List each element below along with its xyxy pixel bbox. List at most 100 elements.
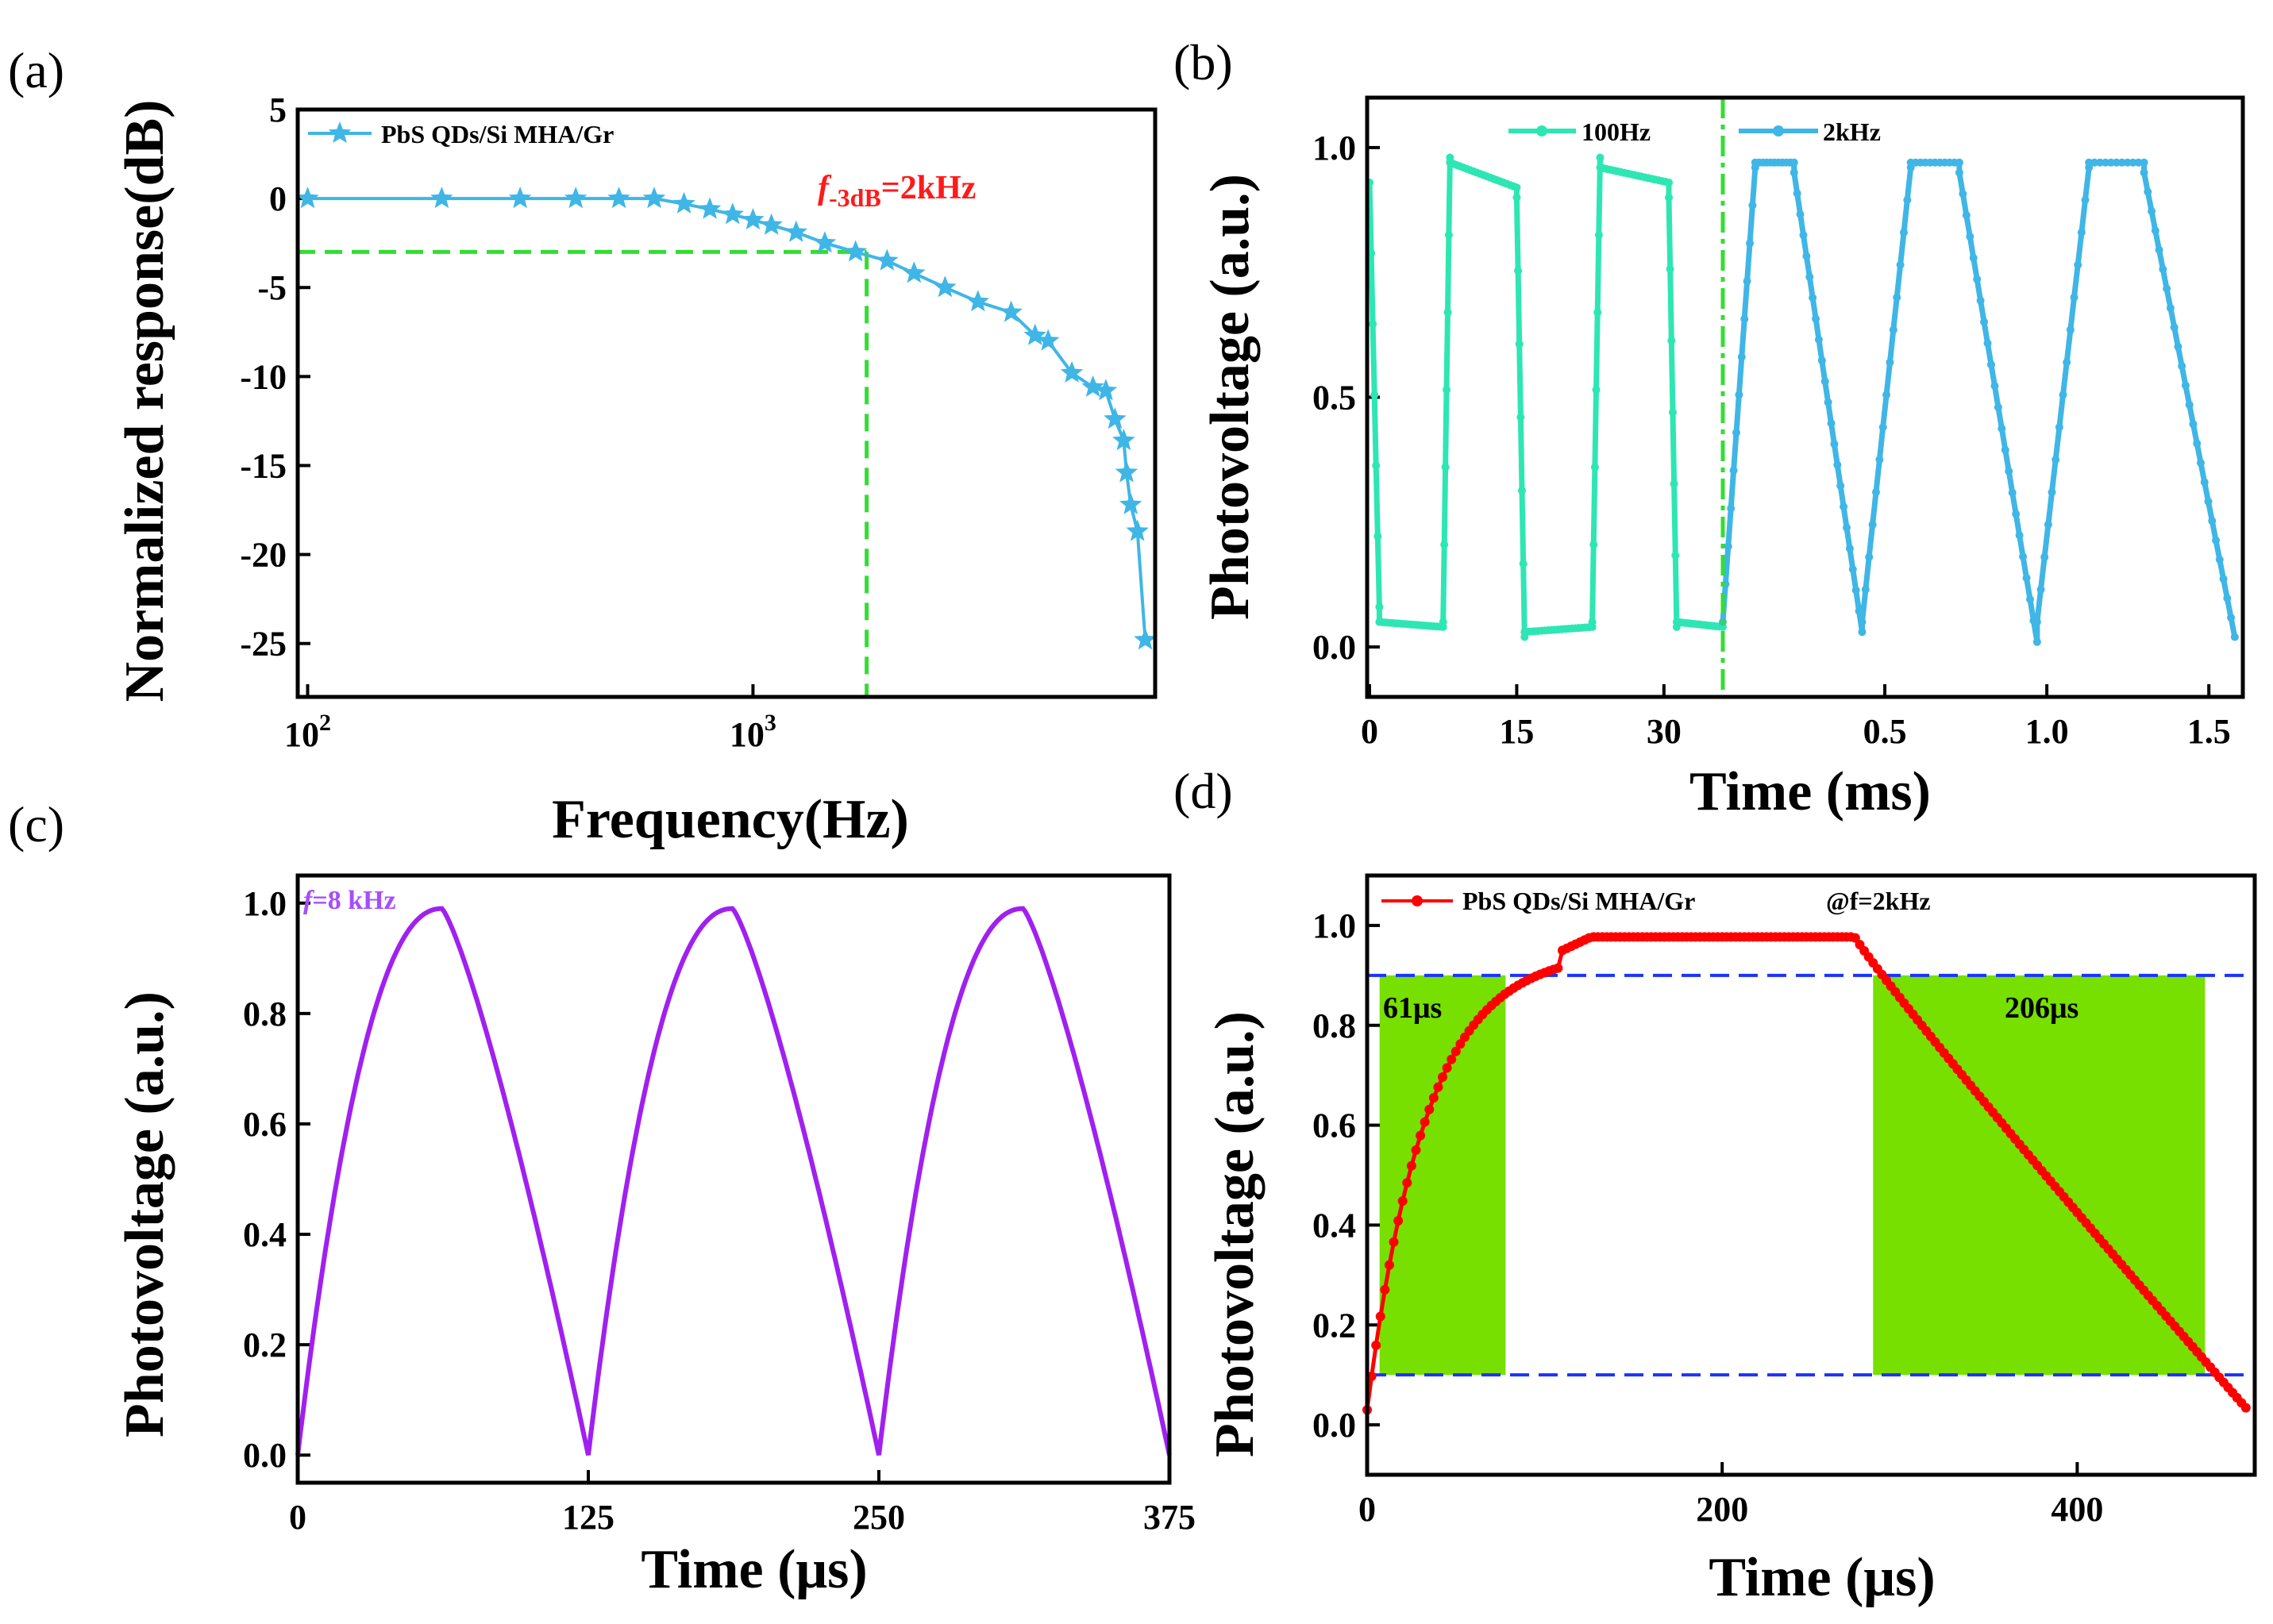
y-axis-label: Photovoltage (a.u.): [1200, 174, 1261, 620]
data-point: [1814, 335, 1823, 344]
x-tick-label: 102: [284, 710, 331, 754]
data-point: [1518, 486, 1527, 495]
data-point: [2059, 391, 2067, 399]
data-point: [2219, 575, 2228, 583]
data-point: [1519, 560, 1528, 568]
data-point: [2170, 323, 2179, 332]
data-point: [1833, 460, 1842, 469]
data-point: [1406, 1160, 1416, 1171]
x-tick-label: 400: [2051, 1490, 2103, 1529]
plot-frame: [295, 873, 1172, 1485]
legend-marker: [1536, 125, 1547, 137]
data-point: [564, 187, 588, 209]
y-tick-label: 1.0: [243, 884, 287, 923]
data-point: [2134, 158, 2143, 167]
data-point: [1393, 1215, 1404, 1226]
data-point: [1389, 1237, 1399, 1247]
data-point: [1994, 403, 2002, 412]
data-point: [1370, 391, 1379, 399]
data-point: [2070, 293, 2078, 302]
cutoff-annotation: f-3dB=2kHz: [818, 170, 976, 212]
y-tick-label: -15: [240, 446, 287, 485]
data-point: [1440, 541, 1449, 549]
data-point: [1060, 360, 1084, 383]
data-point: [1896, 260, 1905, 269]
data-point: [1827, 419, 1836, 428]
y-tick-label: 0.2: [243, 1326, 287, 1364]
x-axis-label: Time (ms): [1689, 761, 1931, 822]
data-point: [1441, 463, 1450, 471]
data-point: [1840, 502, 1848, 511]
data-point: [1384, 1260, 1394, 1270]
data-point: [1420, 1117, 1430, 1127]
data-point: [672, 191, 695, 214]
legend-marker: [328, 121, 352, 144]
data-point: [2001, 445, 2009, 454]
data-point: [1817, 356, 1826, 365]
data-point: [2240, 1403, 2251, 1413]
data-point: [1023, 323, 1046, 345]
data-point: [1871, 488, 1880, 497]
data-point: [1809, 294, 1817, 302]
panel-label-c: (c): [8, 796, 64, 852]
data-point: [1865, 552, 1874, 561]
data-point: [1094, 379, 1118, 401]
data-point: [2227, 614, 2236, 622]
data-point: [1081, 375, 1104, 397]
panel-label-d: (d): [1173, 763, 1233, 819]
rise-time-label: 61μs: [1383, 991, 1442, 1025]
y-axis-label: Photovoltage (a.u.): [114, 991, 175, 1437]
data-point: [1112, 429, 1135, 451]
data-point: [1959, 190, 1967, 198]
data-point: [1737, 352, 1746, 361]
data-point: [2096, 158, 2105, 167]
rise-time-region: [1379, 975, 1506, 1376]
y-tick-label: -5: [257, 268, 287, 307]
data-point: [2129, 158, 2137, 167]
data-point: [1588, 618, 1597, 626]
data-point: [2163, 284, 2171, 293]
data-point: [784, 220, 808, 242]
data-point: [1366, 1371, 1377, 1381]
data-point: [2123, 158, 2132, 167]
data-point: [1812, 314, 1820, 323]
panel-label-b: (b): [1173, 34, 1233, 90]
y-tick-label: -20: [240, 536, 287, 575]
data-point: [1367, 249, 1376, 258]
data-point: [1515, 340, 1524, 348]
data-point: [2166, 304, 2175, 313]
x-tick-label: 0.5: [1863, 712, 1907, 751]
data-point: [1512, 183, 1521, 192]
y-tick-label: 1.0: [1312, 906, 1356, 945]
data-point: [721, 202, 744, 225]
x-tick-label: 103: [730, 710, 776, 754]
data-point: [1962, 211, 1971, 220]
data-point: [1793, 189, 1801, 198]
data-point: [1433, 1082, 1443, 1092]
data-point: [1126, 519, 1149, 541]
series-line: [307, 197, 1147, 641]
panel-a: (a) Normalized response(dB) Frequency(Hz…: [8, 42, 1158, 850]
x-tick-label: 200: [1696, 1490, 1748, 1529]
data-point: [2223, 594, 2232, 602]
data-point: [2019, 552, 2028, 561]
legend-marker: [1412, 895, 1423, 906]
data-point: [1973, 275, 1982, 283]
data-point: [2022, 574, 2031, 583]
data-point: [2025, 595, 2034, 604]
data-point: [607, 187, 630, 209]
data-point: [2178, 362, 2186, 371]
data-point: [2074, 260, 2082, 269]
data-point: [2117, 158, 2126, 167]
y-axis-label: Normalized response(dB): [114, 100, 175, 702]
x-tick-label: 0: [1361, 712, 1378, 751]
data-point: [1805, 272, 1814, 281]
data-point: [2077, 228, 2086, 237]
fall-time-region: [1873, 975, 2206, 1376]
data-point: [2048, 488, 2056, 497]
data-point: [1512, 193, 1521, 202]
plot-frame: [1365, 95, 2245, 699]
data-point: [2174, 342, 2182, 351]
y-tick-label: 1.0: [1312, 129, 1356, 167]
y-tick-label: 0: [269, 179, 287, 218]
